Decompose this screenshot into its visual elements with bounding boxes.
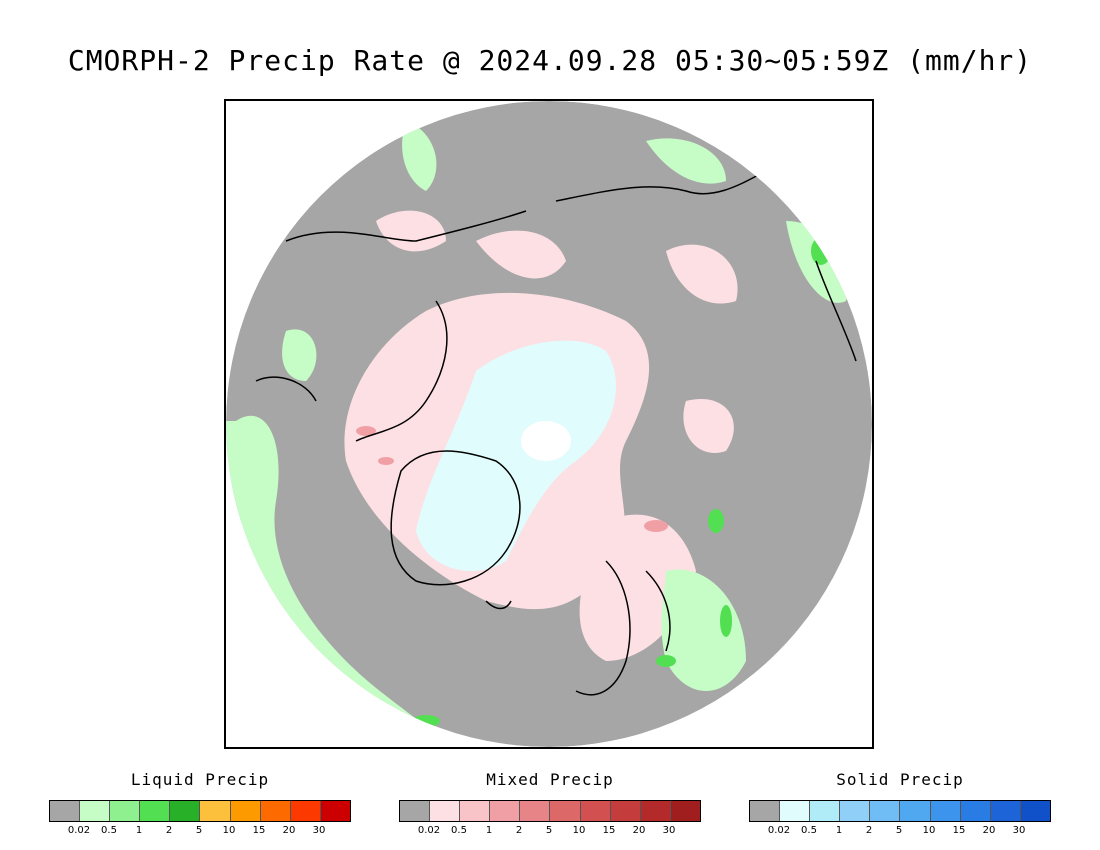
coastlines <box>255 170 857 696</box>
legend-tick-label: 1 <box>135 825 143 836</box>
legend-title: Liquid Precip <box>130 770 270 789</box>
legend-tick-label: 30 <box>662 825 676 836</box>
legend-tick-label: 0.5 <box>101 825 117 836</box>
legend-tick-label: 2 <box>515 825 523 836</box>
legend-tick-label: 0.5 <box>801 825 817 836</box>
legend-swatch <box>430 801 461 821</box>
map-title: CMORPH-2 Precip Rate @ 2024.09.28 05:30~… <box>67 44 1033 77</box>
color-bar <box>749 800 1051 822</box>
legend-tick-label: 20 <box>282 825 296 836</box>
solid-precip-areas <box>416 340 616 571</box>
legend-tick-label: 15 <box>252 825 266 836</box>
legend-tick-label: 5 <box>195 825 203 836</box>
legend-tick-label: 0.02 <box>417 825 441 836</box>
legend-swatch <box>170 801 201 821</box>
legend-swatch <box>320 801 350 821</box>
legend-tick-label: 10 <box>222 825 236 836</box>
legend-tick-label: 10 <box>922 825 936 836</box>
legend-swatch <box>200 801 231 821</box>
legend-swatch <box>900 801 931 821</box>
legend-swatch <box>840 801 871 821</box>
legend-swatch <box>780 801 811 821</box>
snow-white-patch <box>521 421 571 461</box>
polar-map-svg <box>226 101 872 747</box>
legend-mixed: Mixed Precip 0.02 0.5 1 2 5 10 15 20 30 <box>399 770 701 839</box>
legend-swatch <box>50 801 81 821</box>
legend-swatch <box>640 801 671 821</box>
legend-tick-label: 1 <box>485 825 493 836</box>
legend-solid: Solid Precip 0.02 0.5 1 2 5 10 15 20 30 <box>749 770 1051 839</box>
legend-swatch <box>960 801 991 821</box>
legend-swatch <box>520 801 551 821</box>
tick-labels: 0.02 0.5 1 2 5 10 15 20 30 <box>399 825 701 839</box>
legend-tick-label: 20 <box>632 825 646 836</box>
legend-swatch <box>1020 801 1050 821</box>
legend-swatch <box>290 801 321 821</box>
legend-swatch <box>110 801 141 821</box>
legend-swatch <box>870 801 901 821</box>
polar-precip-map <box>224 99 874 749</box>
legend-liquid: Liquid Precip 0.02 0.5 1 2 5 10 15 20 30 <box>49 770 351 839</box>
legend-tick-label: 1 <box>835 825 843 836</box>
legend-title: Mixed Precip <box>486 770 614 789</box>
legend-swatch <box>610 801 641 821</box>
legend-swatch <box>670 801 700 821</box>
tick-labels: 0.02 0.5 1 2 5 10 15 20 30 <box>749 825 1051 839</box>
legend-swatch <box>990 801 1021 821</box>
legend-tick-label: 2 <box>865 825 873 836</box>
legend-swatch <box>230 801 261 821</box>
legend-tick-label: 15 <box>952 825 966 836</box>
mixed-precip-moderate <box>356 426 668 532</box>
legend-swatch <box>930 801 961 821</box>
legend-tick-label: 10 <box>572 825 586 836</box>
legend-swatch <box>140 801 171 821</box>
legend-swatch <box>810 801 841 821</box>
legend-swatch <box>580 801 611 821</box>
legend-swatch <box>550 801 581 821</box>
legend-tick-label: 0.5 <box>451 825 467 836</box>
legend-tick-label: 15 <box>602 825 616 836</box>
legend-tick-label: 30 <box>1012 825 1026 836</box>
legend-tick-label: 20 <box>982 825 996 836</box>
legend-swatch <box>80 801 111 821</box>
legend-title: Solid Precip <box>836 770 964 789</box>
legend-swatch <box>260 801 291 821</box>
legend-tick-label: 0.02 <box>67 825 91 836</box>
legend-tick-label: 5 <box>895 825 903 836</box>
legend-swatch <box>750 801 781 821</box>
tick-labels: 0.02 0.5 1 2 5 10 15 20 30 <box>49 825 351 839</box>
legend-tick-label: 2 <box>165 825 173 836</box>
legend-swatch <box>460 801 491 821</box>
legend-swatch <box>490 801 521 821</box>
legend-swatch <box>400 801 431 821</box>
legend-tick-label: 30 <box>312 825 326 836</box>
legend-tick-label: 5 <box>545 825 553 836</box>
color-bar <box>49 800 351 822</box>
legend-tick-label: 0.02 <box>767 825 791 836</box>
color-bar <box>399 800 701 822</box>
